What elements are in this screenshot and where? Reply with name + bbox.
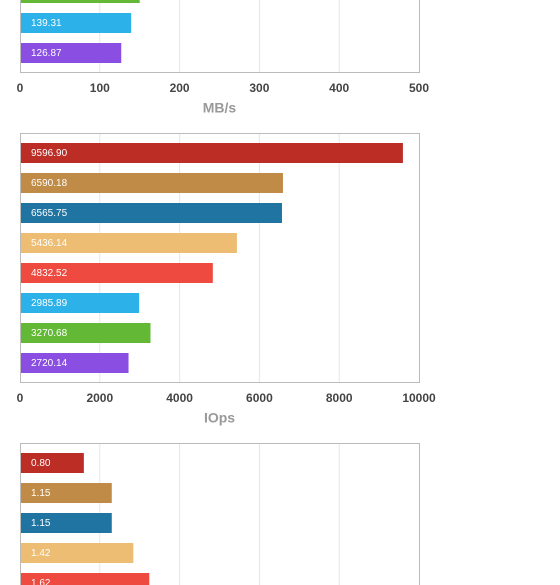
- x-axis-title: IOps: [204, 410, 235, 426]
- value-label: 139.31: [31, 18, 62, 29]
- bar: [21, 13, 132, 33]
- bar: [21, 0, 140, 3]
- bar: [21, 203, 282, 223]
- value-label: 126.87: [31, 48, 62, 59]
- value-label: 1.15: [31, 518, 51, 529]
- bar: [21, 353, 129, 373]
- x-tick-label: 4000: [166, 391, 193, 405]
- x-tick-label: 400: [329, 81, 349, 95]
- bar: [21, 483, 112, 503]
- value-label: 1.15: [31, 488, 51, 499]
- value-label: 0.80: [31, 458, 51, 469]
- value-label: 1.62: [31, 578, 51, 585]
- x-tick-label: 0: [17, 391, 24, 405]
- x-tick-label: 0: [17, 81, 24, 95]
- bar: [21, 573, 150, 585]
- x-tick-label: 100: [90, 81, 110, 95]
- bar: [21, 263, 213, 283]
- plot-area: [20, 133, 420, 383]
- bar: [21, 453, 84, 473]
- bar: [21, 323, 151, 343]
- bar: [21, 293, 140, 313]
- bar: [21, 513, 112, 533]
- x-axis-title: MB/s: [203, 100, 237, 116]
- x-tick-label: 10000: [402, 391, 436, 405]
- x-tick-label: 2000: [86, 391, 113, 405]
- value-label: 4832.52: [31, 268, 68, 279]
- value-label: 9596.90: [31, 148, 68, 159]
- bar: [21, 143, 403, 163]
- x-tick-label: 6000: [246, 391, 273, 405]
- bar: [21, 173, 283, 193]
- x-tick-label: 300: [249, 81, 269, 95]
- bar: [21, 43, 122, 63]
- bar: [21, 233, 237, 253]
- x-tick-label: 500: [409, 81, 429, 95]
- value-label: 6590.18: [31, 178, 68, 189]
- x-tick-label: 8000: [326, 391, 353, 405]
- value-label: 5436.14: [31, 238, 68, 249]
- value-label: 6565.75: [31, 208, 68, 219]
- value-label: 2985.89: [31, 298, 68, 309]
- value-label: 1.42: [31, 548, 51, 559]
- x-tick-label: 200: [170, 81, 190, 95]
- bar: [21, 543, 134, 563]
- value-label: 3270.68: [31, 328, 68, 339]
- value-label: 2720.14: [31, 358, 68, 369]
